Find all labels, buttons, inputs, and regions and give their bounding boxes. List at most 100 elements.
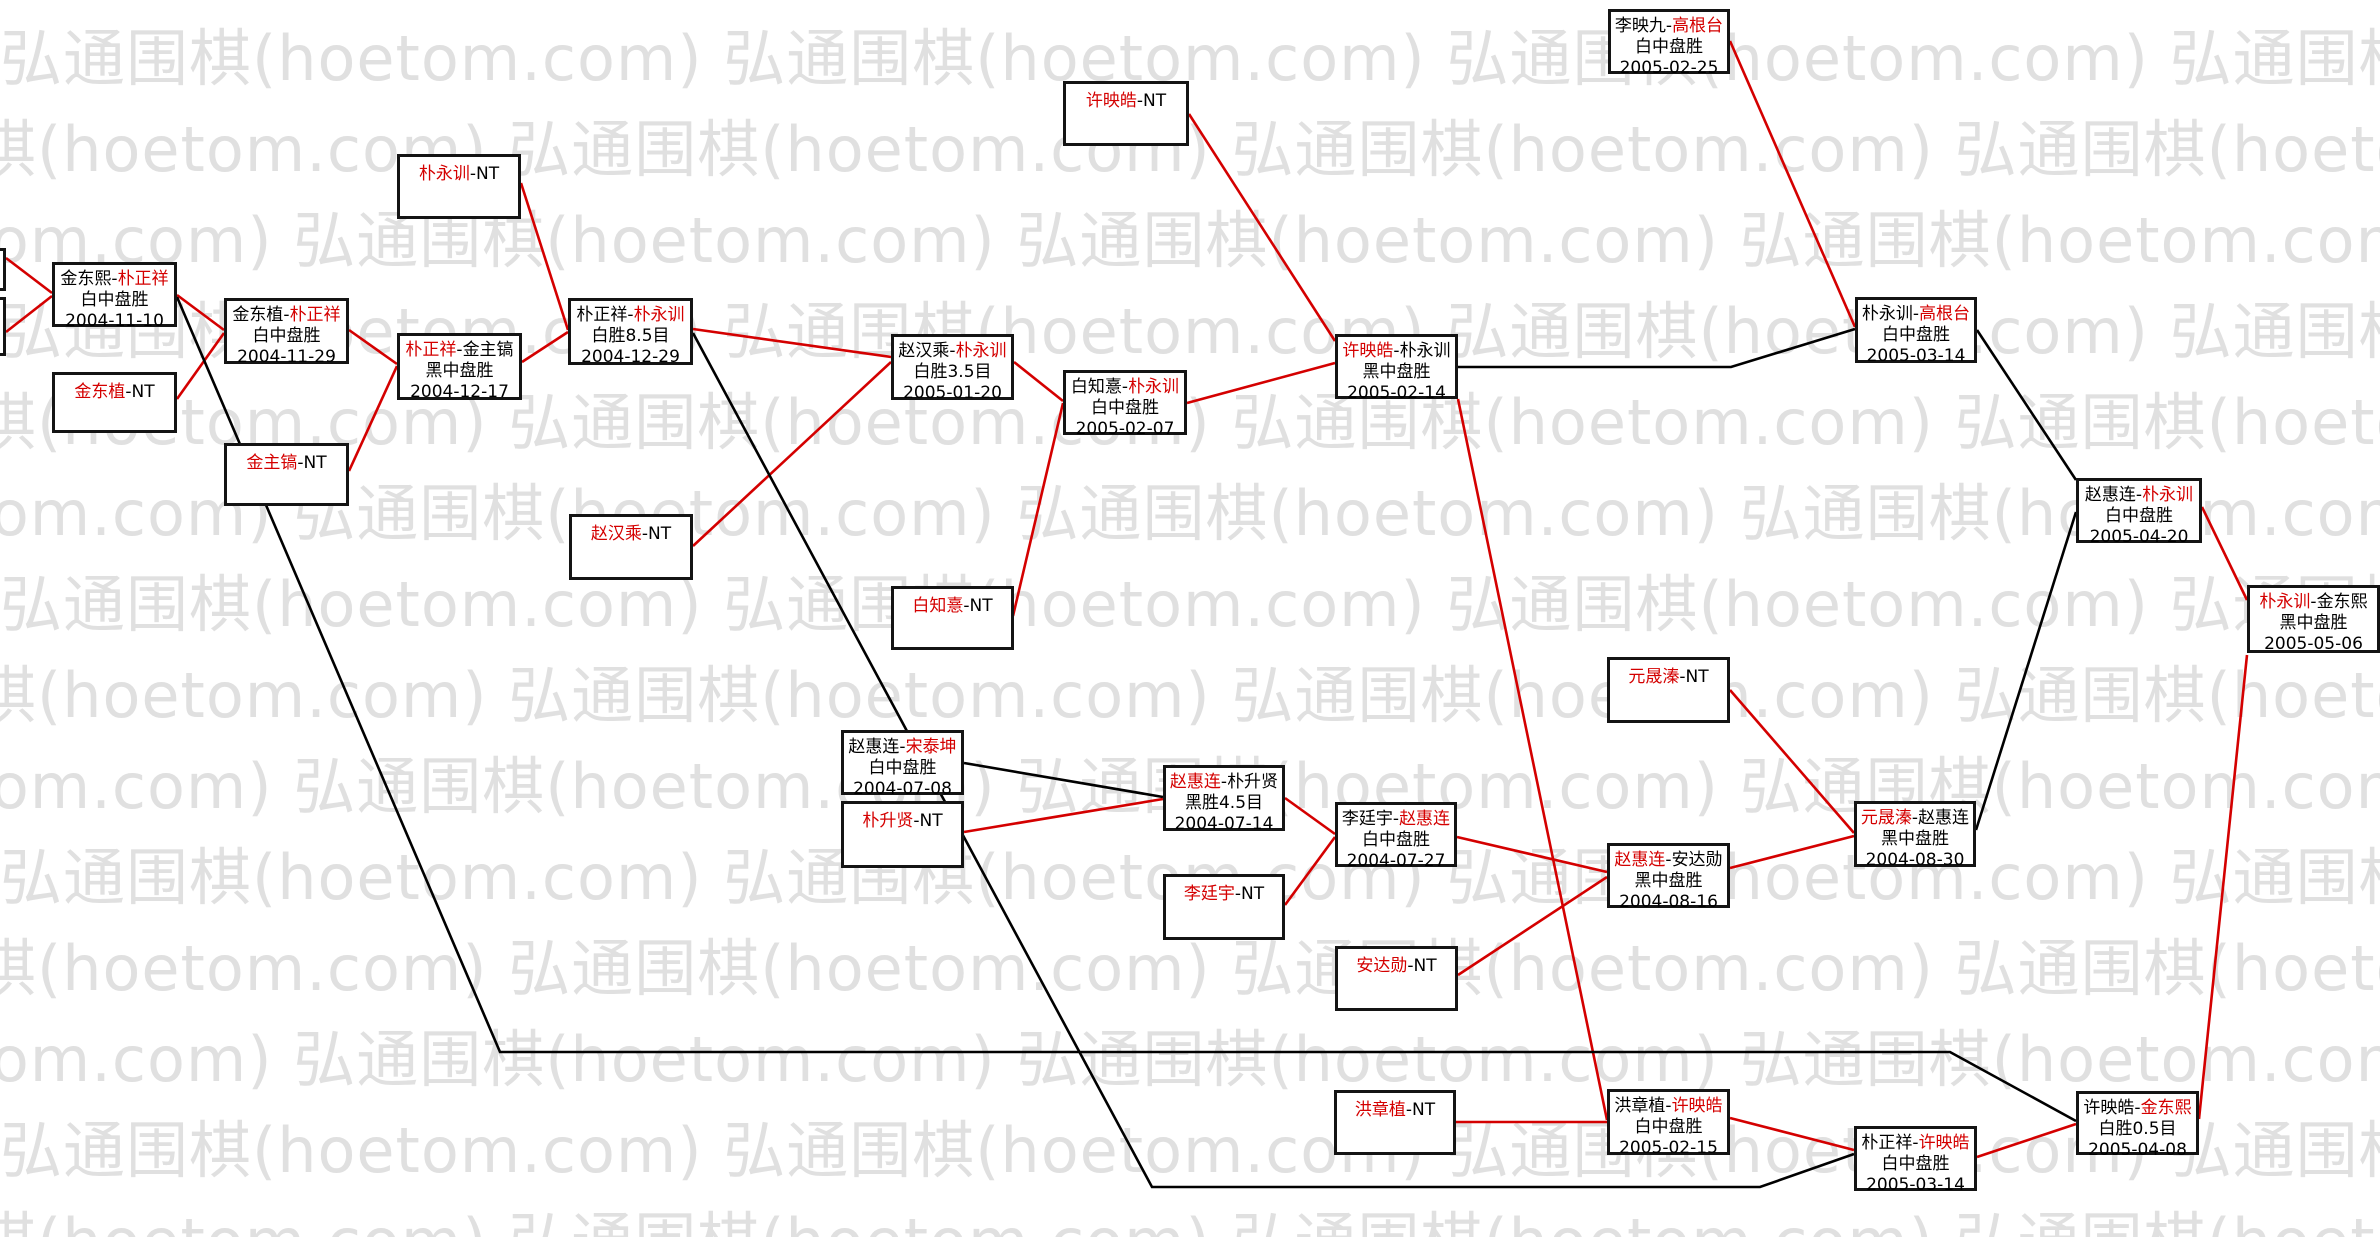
player-entry-box: 赵汉乘-NT [569,514,693,580]
game-result: 白中盘胜 [2105,506,2173,526]
match-box[interactable]: 赵汉乘-朴永训 白胜3.5目 2005-01-20 [891,334,1014,403]
partial-box [0,248,6,291]
match-box[interactable]: 金东熙-朴正祥 白中盘胜 2004-11-10 [52,262,177,331]
winner-name: 朴永训 [633,305,685,325]
pairing-label: 朴永训-金东熙 [2250,592,2377,613]
game-result: 黑中盘胜 [1881,829,1949,849]
edge-red [1187,113,1337,342]
player-entry-box: 洪章植-NT [1334,1090,1456,1155]
player-name: - [1220,772,1228,792]
winner-name: 赵惠连 [1169,772,1221,792]
game-result: 白中盘胜 [1635,37,1703,57]
pairing-label: 元晟溱-赵惠连 [1857,808,1973,829]
game-result: 白胜3.5目 [913,362,992,382]
player-name: 许映皓 [2083,1098,2135,1118]
pairing-label: 赵惠连-宋泰坤 [844,737,961,758]
match-box[interactable]: 朴正祥-朴永训 白胜8.5目 2004-12-29 [568,298,693,367]
player-name: 赵惠连 [848,737,900,757]
winner-name: 朴永训 [2142,485,2194,505]
player-name: - [1665,850,1672,870]
pairing-label: 朴永训-NT [400,164,518,185]
match-box[interactable]: 白知憙-朴永训 白中盘胜 2005-02-07 [1063,370,1187,439]
player-entry-box: 李廷宇-NT [1163,874,1285,940]
match-box[interactable]: 李廷宇-赵惠连 白中盘胜 2004-07-27 [1335,802,1457,871]
game-date: 2005-02-15 [1619,1138,1718,1158]
match-box[interactable]: 朴正祥-许映皓 白中盘胜 2005-03-14 [1854,1126,1977,1195]
pairing-label: 赵汉乘-NT [572,524,690,545]
game-date: 2004-07-27 [1346,851,1446,871]
edge-black [963,761,1164,799]
pairing-label: 洪章植-NT [1337,1100,1453,1121]
winner-name: 宋泰坤 [905,737,957,757]
match-box[interactable]: 许映皓-金东熙 白胜0.5目 2005-04-08 [2076,1091,2199,1160]
edge-red [2200,506,2249,601]
game-date: 2005-01-20 [903,383,1002,403]
player-name: - [283,305,290,325]
game-date: 2005-02-14 [1347,383,1446,403]
player-entry-box: 白知憙-NT [891,586,1014,650]
player-name: 安达勋 [1671,850,1723,870]
edge-red [1456,835,1608,874]
match-box[interactable]: 朴永训-高根台 白中盘胜 2005-03-14 [1855,297,1977,366]
pairing-label: 金东熙-朴正祥 [55,269,174,290]
player-name: 朴永训 [1399,341,1451,361]
match-box[interactable]: 金东植-朴正祥 白中盘胜 2004-11-29 [224,298,349,367]
player-name: -NT [641,524,672,544]
winner-name: 许映皓 [1085,91,1137,111]
pairing-label: 金主镐-NT [227,453,346,474]
game-result: 白胜8.5目 [591,326,670,346]
game-date: 2004-07-14 [1174,814,1274,834]
game-result: 黑中盘胜 [425,361,494,381]
player-name: -NT [1136,91,1167,111]
player-name: - [456,340,463,360]
match-box[interactable]: 赵惠连-朴永训 白中盘胜 2005-04-20 [2076,478,2202,547]
pairing-label: 李廷宇-赵惠连 [1338,809,1454,830]
match-box[interactable]: 洪章植-许映皓 白中盘胜 2005-02-15 [1607,1089,1730,1158]
edge-red [176,293,225,332]
winner-name: 李廷宇 [1183,884,1235,904]
game-result: 白中盘胜 [1091,398,1159,418]
game-date: 2005-04-20 [2089,527,2189,547]
game-date: 2004-12-29 [581,347,680,367]
player-name: 白知憙 [1070,377,1122,397]
game-date: 2004-11-10 [65,311,164,331]
winner-name: 高根台 [1672,16,1724,36]
edge-red [1729,1116,1855,1152]
match-box[interactable]: 赵惠连-朴升贤 黑胜4.5目 2004-07-14 [1163,765,1285,834]
match-box[interactable]: 朴永训-金东熙 黑中盘胜 2005-05-06 [2247,585,2380,654]
pairing-label: 朴正祥-许映皓 [1857,1133,1974,1154]
player-name: - [2134,1098,2141,1118]
player-name: -NT [913,811,943,831]
winner-name: 朴永训 [955,341,1007,361]
pairing-label: 朴正祥-金主镐 [400,340,519,361]
match-box[interactable]: 李映九-高根台 白中盘胜 2005-02-25 [1608,9,1730,78]
match-box[interactable]: 赵惠连-宋泰坤 白中盘胜 2004-07-08 [841,730,964,799]
player-name: -NT [1405,1100,1436,1120]
pairing-label: 金东植-NT [55,382,174,403]
edge-red [692,361,892,547]
pairing-label: 许映皓-NT [1066,91,1186,112]
match-box[interactable]: 赵惠连-安达勋 黑中盘胜 2004-08-16 [1607,843,1730,912]
player-name: - [627,305,634,325]
player-name: - [2310,592,2317,612]
edge-red [1186,361,1336,405]
game-date: 2005-02-07 [1075,419,1175,439]
partial-box [0,297,6,356]
winner-name: 朴正祥 [405,340,457,360]
match-box[interactable]: 许映皓-朴永训 黑中盘胜 2005-02-14 [1335,334,1458,403]
pairing-label: 许映皓-朴永训 [1338,341,1455,362]
winner-name: 赵汉乘 [590,524,642,544]
pairing-label: 李廷宇-NT [1166,884,1282,905]
player-name: 金东熙 [2316,592,2368,612]
pairing-label: 朴正祥-朴永训 [571,305,690,326]
game-result: 白中盘胜 [252,326,321,346]
player-entry-box: 朴升贤-NT [841,801,964,868]
player-name: - [1121,377,1129,397]
match-box[interactable]: 元晟溱-赵惠连 黑中盘胜 2004-08-30 [1854,801,1976,870]
edge-red [1013,360,1064,403]
pairing-label: 洪章植-许映皓 [1610,1096,1727,1117]
match-box[interactable]: 朴正祥-金主镐 黑中盘胜 2004-12-17 [397,333,522,402]
winner-name: 朴升贤 [862,811,914,831]
player-name: - [1392,809,1400,829]
